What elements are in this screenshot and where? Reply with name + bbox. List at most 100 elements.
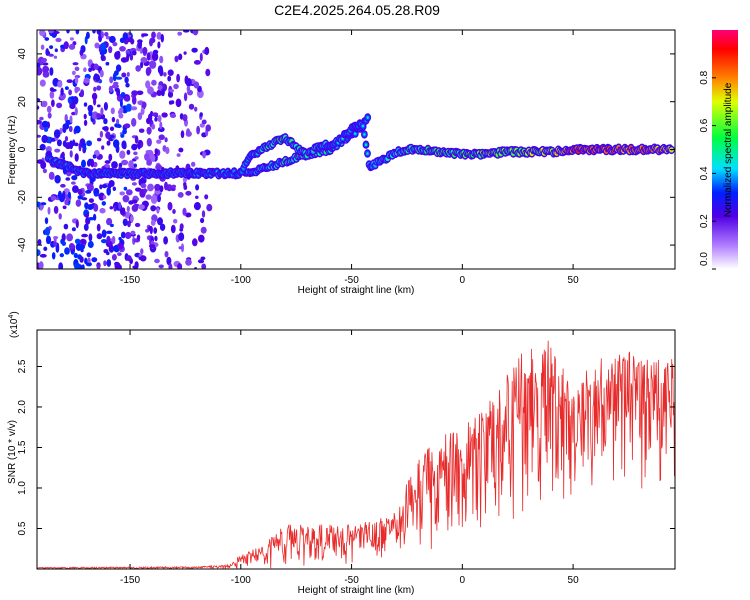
noise-blob bbox=[64, 136, 69, 142]
noise-blob bbox=[130, 230, 136, 235]
multiplier-close: ) bbox=[9, 311, 20, 314]
noise-blob bbox=[92, 154, 97, 159]
noise-blob bbox=[71, 111, 76, 116]
noise-blob bbox=[64, 86, 69, 90]
chart-title: C2E4.2025.264.05.28.R09 bbox=[274, 2, 440, 18]
noise-blob bbox=[83, 146, 87, 151]
noise-blob bbox=[96, 113, 102, 119]
noise-blob bbox=[41, 58, 48, 63]
noise-blob bbox=[80, 45, 86, 53]
noise-blob bbox=[83, 223, 89, 231]
noise-blob bbox=[121, 207, 126, 213]
noise-blob bbox=[174, 55, 179, 63]
noise-blob bbox=[116, 124, 122, 129]
noise-blob bbox=[81, 264, 85, 269]
noise-blob bbox=[178, 246, 183, 250]
noise-blob bbox=[101, 145, 105, 150]
noise-blob bbox=[122, 218, 128, 227]
noise-blob bbox=[192, 238, 198, 247]
noise-blob bbox=[75, 30, 80, 35]
noise-blob bbox=[193, 202, 201, 211]
noise-blob bbox=[69, 150, 73, 158]
noise-blob bbox=[37, 66, 43, 76]
noise-blob bbox=[55, 244, 60, 253]
noise-blob bbox=[169, 89, 175, 93]
noise-blob bbox=[100, 31, 104, 39]
noise-blob bbox=[41, 134, 48, 144]
noise-blob bbox=[84, 213, 90, 218]
noise-blob bbox=[160, 33, 164, 43]
noise-blob bbox=[74, 86, 79, 94]
noise-blob bbox=[44, 226, 51, 236]
noise-blob bbox=[157, 126, 165, 133]
noise-blob bbox=[192, 30, 199, 36]
noise-blob bbox=[118, 201, 122, 210]
noise-blob bbox=[170, 224, 176, 234]
y-tick-label: 1.5 bbox=[17, 440, 28, 454]
noise-blob bbox=[141, 33, 149, 37]
noise-blob bbox=[58, 262, 64, 269]
noise-blob bbox=[50, 88, 57, 92]
noise-blob bbox=[138, 140, 143, 144]
noise-blob bbox=[47, 206, 51, 215]
noise-blob bbox=[176, 73, 181, 83]
x-tick-label: -50 bbox=[344, 275, 359, 286]
y-tick-label: 20 bbox=[17, 96, 28, 108]
snr-series-line bbox=[37, 340, 675, 569]
noise-blob bbox=[104, 160, 111, 164]
noise-blob bbox=[73, 262, 81, 269]
noise-blob bbox=[147, 86, 154, 95]
noise-blob bbox=[205, 68, 211, 77]
noise-blob bbox=[159, 223, 166, 231]
noise-blob bbox=[83, 77, 90, 84]
noise-blob bbox=[50, 195, 57, 201]
noise-blob bbox=[135, 187, 142, 192]
noise-blob bbox=[112, 72, 117, 82]
noise-blob bbox=[71, 181, 76, 185]
noise-blob bbox=[39, 79, 46, 87]
noise-blob bbox=[92, 30, 96, 34]
noise-blob bbox=[116, 118, 120, 125]
noise-blob bbox=[95, 74, 100, 82]
noise-blob bbox=[37, 201, 41, 208]
noise-blob bbox=[156, 207, 160, 214]
noise-blob bbox=[106, 235, 111, 244]
noise-blob bbox=[136, 90, 144, 96]
x-tick-label: -150 bbox=[120, 275, 140, 286]
noise-blob bbox=[39, 143, 46, 151]
noise-blob bbox=[48, 53, 54, 57]
colorbar-tick-label: 0.4 bbox=[699, 166, 710, 180]
noise-blob bbox=[121, 72, 127, 78]
y-tick-label: 2.5 bbox=[17, 359, 28, 373]
noise-blob bbox=[185, 212, 192, 218]
noise-blob bbox=[87, 257, 91, 264]
noise-blob bbox=[154, 235, 158, 242]
noise-blob bbox=[81, 159, 86, 168]
noise-blob bbox=[74, 66, 80, 72]
noise-blob bbox=[139, 46, 143, 54]
noise-blob bbox=[109, 76, 114, 84]
noise-blob bbox=[64, 247, 70, 255]
noise-blob bbox=[173, 218, 178, 224]
noise-blob bbox=[157, 217, 163, 226]
noise-blob bbox=[49, 67, 54, 76]
noise-blob bbox=[99, 207, 106, 214]
noise-blob bbox=[62, 205, 67, 210]
noise-blob bbox=[135, 65, 142, 72]
noise-blob bbox=[175, 98, 182, 108]
noise-blob bbox=[72, 96, 79, 105]
noise-blob bbox=[126, 37, 133, 43]
noise-blob bbox=[48, 30, 54, 34]
noise-blob bbox=[155, 164, 163, 171]
noise-blob bbox=[176, 153, 181, 157]
noise-blob bbox=[137, 112, 143, 120]
noise-blob bbox=[122, 195, 130, 203]
noise-blob bbox=[59, 253, 64, 258]
noise-blob bbox=[45, 235, 52, 245]
noise-blob bbox=[72, 185, 79, 194]
noise-blob bbox=[78, 142, 82, 152]
x-tick-label: 0 bbox=[460, 575, 466, 586]
noise-blob bbox=[154, 117, 158, 122]
noise-blob bbox=[72, 62, 79, 66]
noise-blob bbox=[86, 140, 92, 147]
